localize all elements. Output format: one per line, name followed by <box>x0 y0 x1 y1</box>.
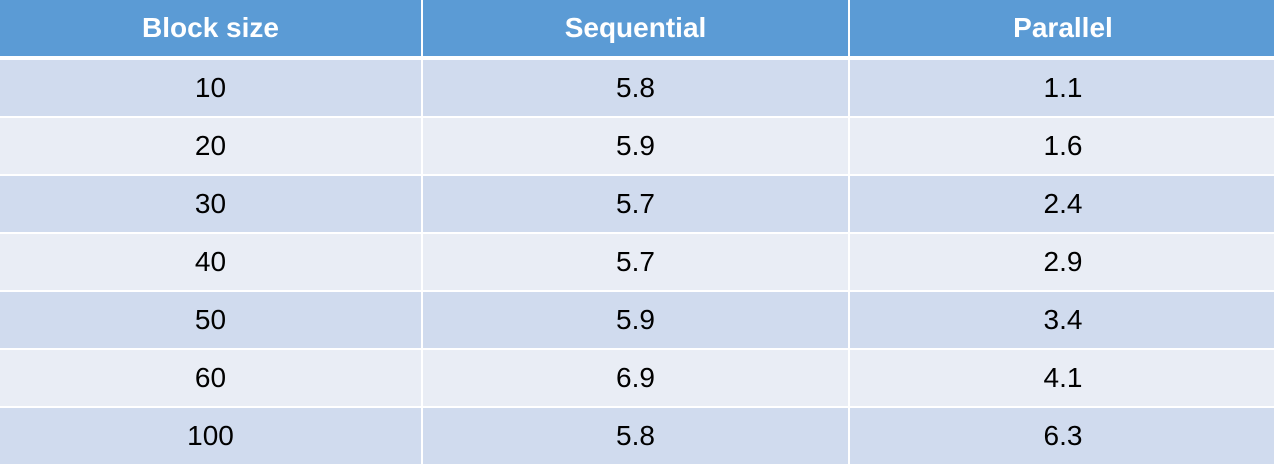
table-cell: 6.9 <box>423 350 848 406</box>
header-cell: Block size <box>0 0 421 56</box>
table-cell: 1.6 <box>850 118 1274 174</box>
header-cell: Parallel <box>850 0 1274 56</box>
table-cell: 5.8 <box>423 408 848 464</box>
table-cell: 6.3 <box>850 408 1274 464</box>
table-cell: 4.1 <box>850 350 1274 406</box>
table-cell: 30 <box>0 176 421 232</box>
table-cell: 5.9 <box>423 118 848 174</box>
table-cell: 3.4 <box>850 292 1274 348</box>
table-cell: 10 <box>0 60 421 116</box>
table-cell: 5.8 <box>423 60 848 116</box>
table-cell: 40 <box>0 234 421 290</box>
table-cell: 50 <box>0 292 421 348</box>
table-cell: 2.4 <box>850 176 1274 232</box>
header-cell: Sequential <box>423 0 848 56</box>
table-cell: 1.1 <box>850 60 1274 116</box>
table-cell: 2.9 <box>850 234 1274 290</box>
table-cell: 20 <box>0 118 421 174</box>
table-cell: 60 <box>0 350 421 406</box>
table-cell: 5.9 <box>423 292 848 348</box>
table-cell: 5.7 <box>423 234 848 290</box>
table-cell: 5.7 <box>423 176 848 232</box>
table-cell: 100 <box>0 408 421 464</box>
